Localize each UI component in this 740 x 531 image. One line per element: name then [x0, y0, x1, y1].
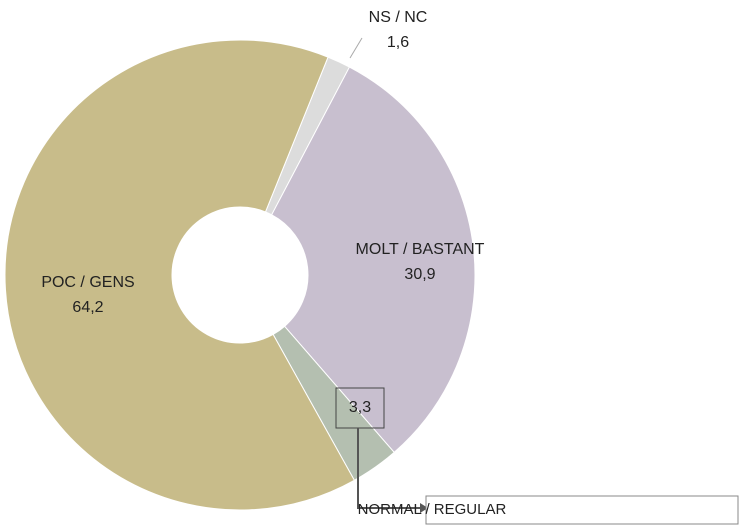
value-label: 30,9	[404, 266, 435, 283]
value-label: 3,3	[349, 399, 371, 416]
arrow-head	[420, 503, 428, 513]
value-label: 1,6	[387, 34, 409, 51]
pie-slice	[4, 39, 356, 511]
category-label: NS / NC	[369, 9, 428, 26]
value-label: 64,2	[72, 299, 103, 316]
category-label: NORMAL / REGULAR	[358, 501, 507, 518]
pie-slice	[270, 66, 476, 454]
leader-line	[357, 428, 420, 509]
category-label: MOLT / BASTANT	[356, 241, 485, 258]
category-label: POC / GENS	[41, 274, 134, 291]
label-box	[425, 495, 739, 525]
leader-line	[349, 37, 363, 59]
label-box	[335, 387, 385, 429]
